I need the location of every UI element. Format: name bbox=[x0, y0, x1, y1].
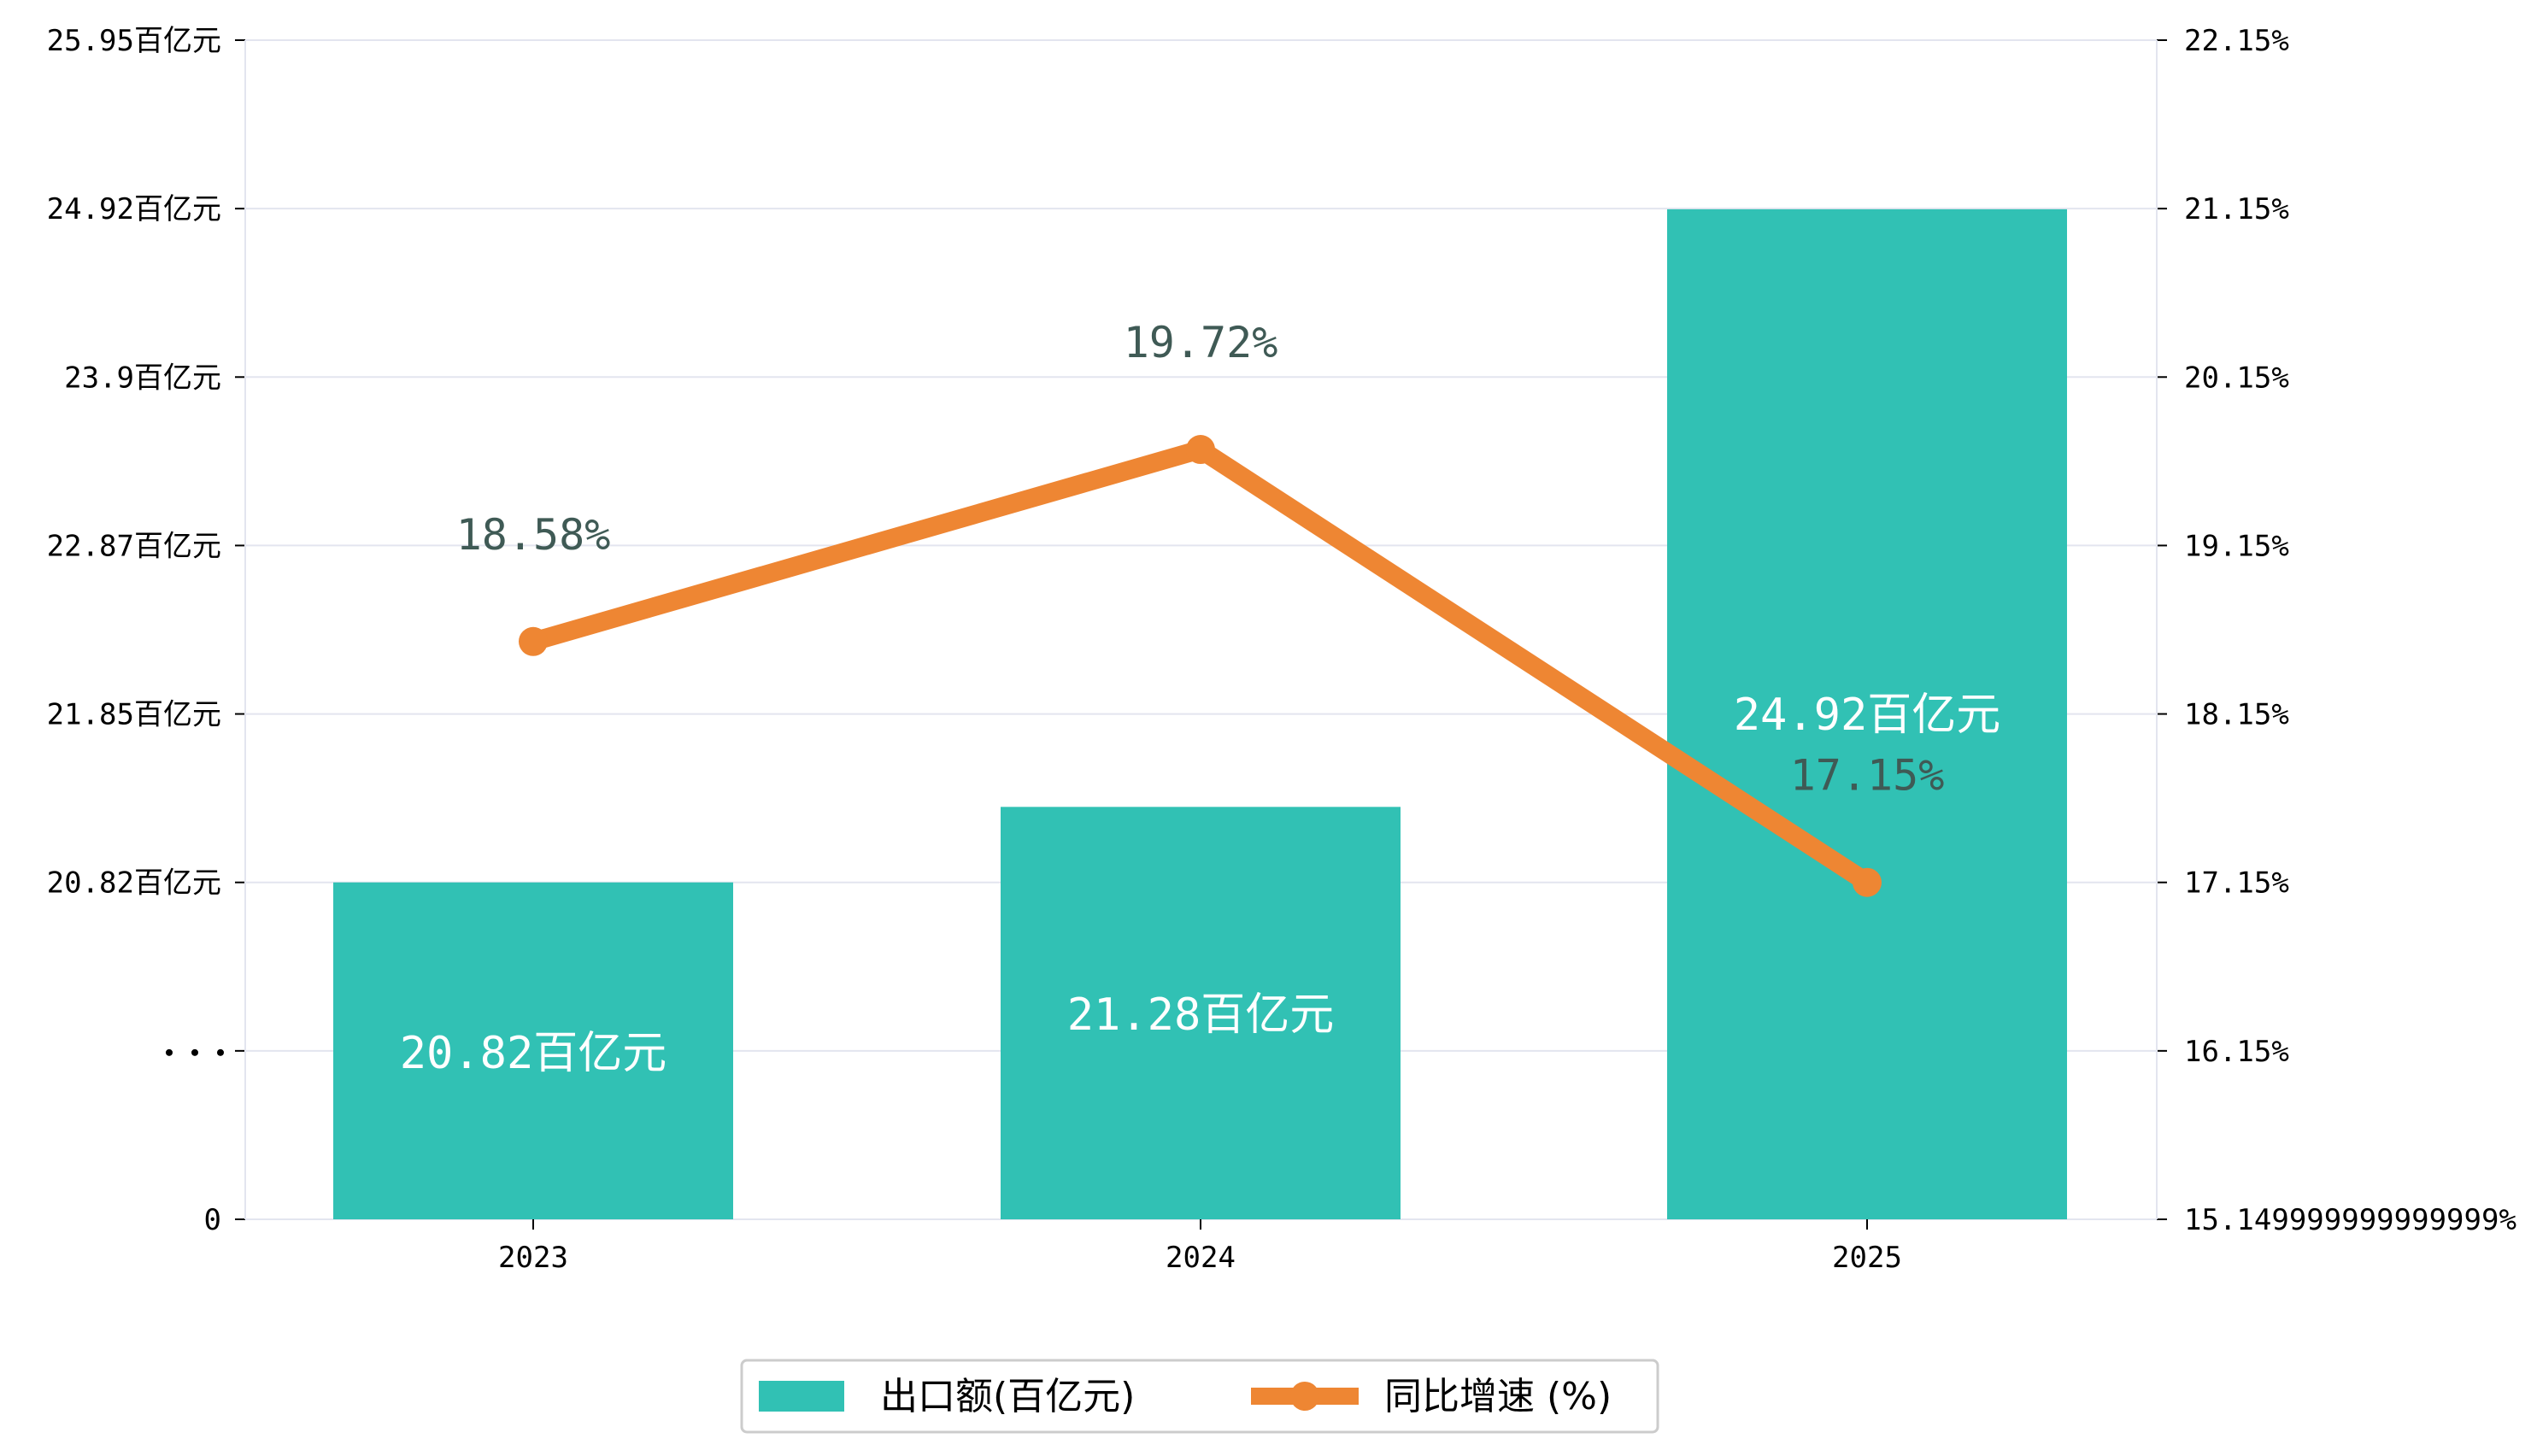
bar-value-label: 21.28百亿元 bbox=[1067, 989, 1335, 1041]
left-tick-label: 24.92百亿元 bbox=[47, 192, 221, 226]
right-tick-label: 20.15% bbox=[2184, 361, 2289, 395]
right-tick-label: 21.15% bbox=[2184, 192, 2289, 226]
x-tick-label: 2023 bbox=[498, 1241, 568, 1275]
growth-point-label: 19.72% bbox=[1124, 318, 1278, 367]
left-tick-label: 22.87百亿元 bbox=[47, 529, 221, 563]
bar-series: 20.82百亿元 21.28百亿元 24.92百亿元 bbox=[333, 208, 2067, 1220]
right-tick-label: 19.15% bbox=[2184, 529, 2289, 563]
bar bbox=[1001, 807, 1401, 1219]
left-tick-label: 21.85百亿元 bbox=[47, 698, 221, 732]
bar bbox=[1667, 208, 2067, 1220]
growth-point-label: 18.58% bbox=[456, 510, 611, 560]
axes: 0 20.82百亿元 21.85百亿元 22.87百亿元 23.9百亿元 24.92百亿元… bbox=[47, 24, 2516, 1275]
legend-line-label: 同比增速 (%) bbox=[1384, 1375, 1612, 1418]
bar-value-label: 24.92百亿元 bbox=[1734, 690, 2001, 741]
bar bbox=[333, 882, 733, 1219]
axis-break-dot bbox=[217, 1048, 224, 1056]
legend-bar-label: 出口额(百亿元) bbox=[880, 1375, 1135, 1418]
x-tick-label: 2025 bbox=[1832, 1241, 1902, 1275]
right-tick-label: 16.15% bbox=[2184, 1035, 2289, 1069]
right-tick-label: 15.149999999999999% bbox=[2184, 1203, 2516, 1237]
growth-point bbox=[1853, 867, 1882, 897]
left-tick-label: 25.95百亿元 bbox=[47, 24, 221, 58]
axis-break-dot bbox=[166, 1048, 173, 1056]
line-series: 18.58% 19.72% 17.15% bbox=[456, 318, 1945, 897]
legend-box bbox=[740, 1359, 1659, 1434]
right-tick-label: 18.15% bbox=[2184, 698, 2289, 732]
axis-break-dot bbox=[191, 1048, 198, 1056]
left-tick-label: 0 bbox=[204, 1203, 221, 1237]
legend-line-marker bbox=[1290, 1382, 1319, 1411]
right-tick-label: 22.15% bbox=[2184, 24, 2289, 58]
x-tick-label: 2024 bbox=[1166, 1241, 1236, 1275]
left-tick-label: 20.82百亿元 bbox=[47, 866, 221, 901]
legend: 出口额(百亿元) 同比增速 (%) bbox=[740, 1359, 1659, 1434]
right-tick-label: 17.15% bbox=[2184, 866, 2289, 901]
growth-point bbox=[519, 626, 548, 656]
left-tick-label: 23.9百亿元 bbox=[64, 361, 221, 395]
growth-point-label: 17.15% bbox=[1790, 751, 1945, 801]
growth-point bbox=[1186, 435, 1215, 465]
bar-value-label: 20.82百亿元 bbox=[400, 1028, 667, 1079]
legend-bar-swatch bbox=[759, 1381, 844, 1412]
